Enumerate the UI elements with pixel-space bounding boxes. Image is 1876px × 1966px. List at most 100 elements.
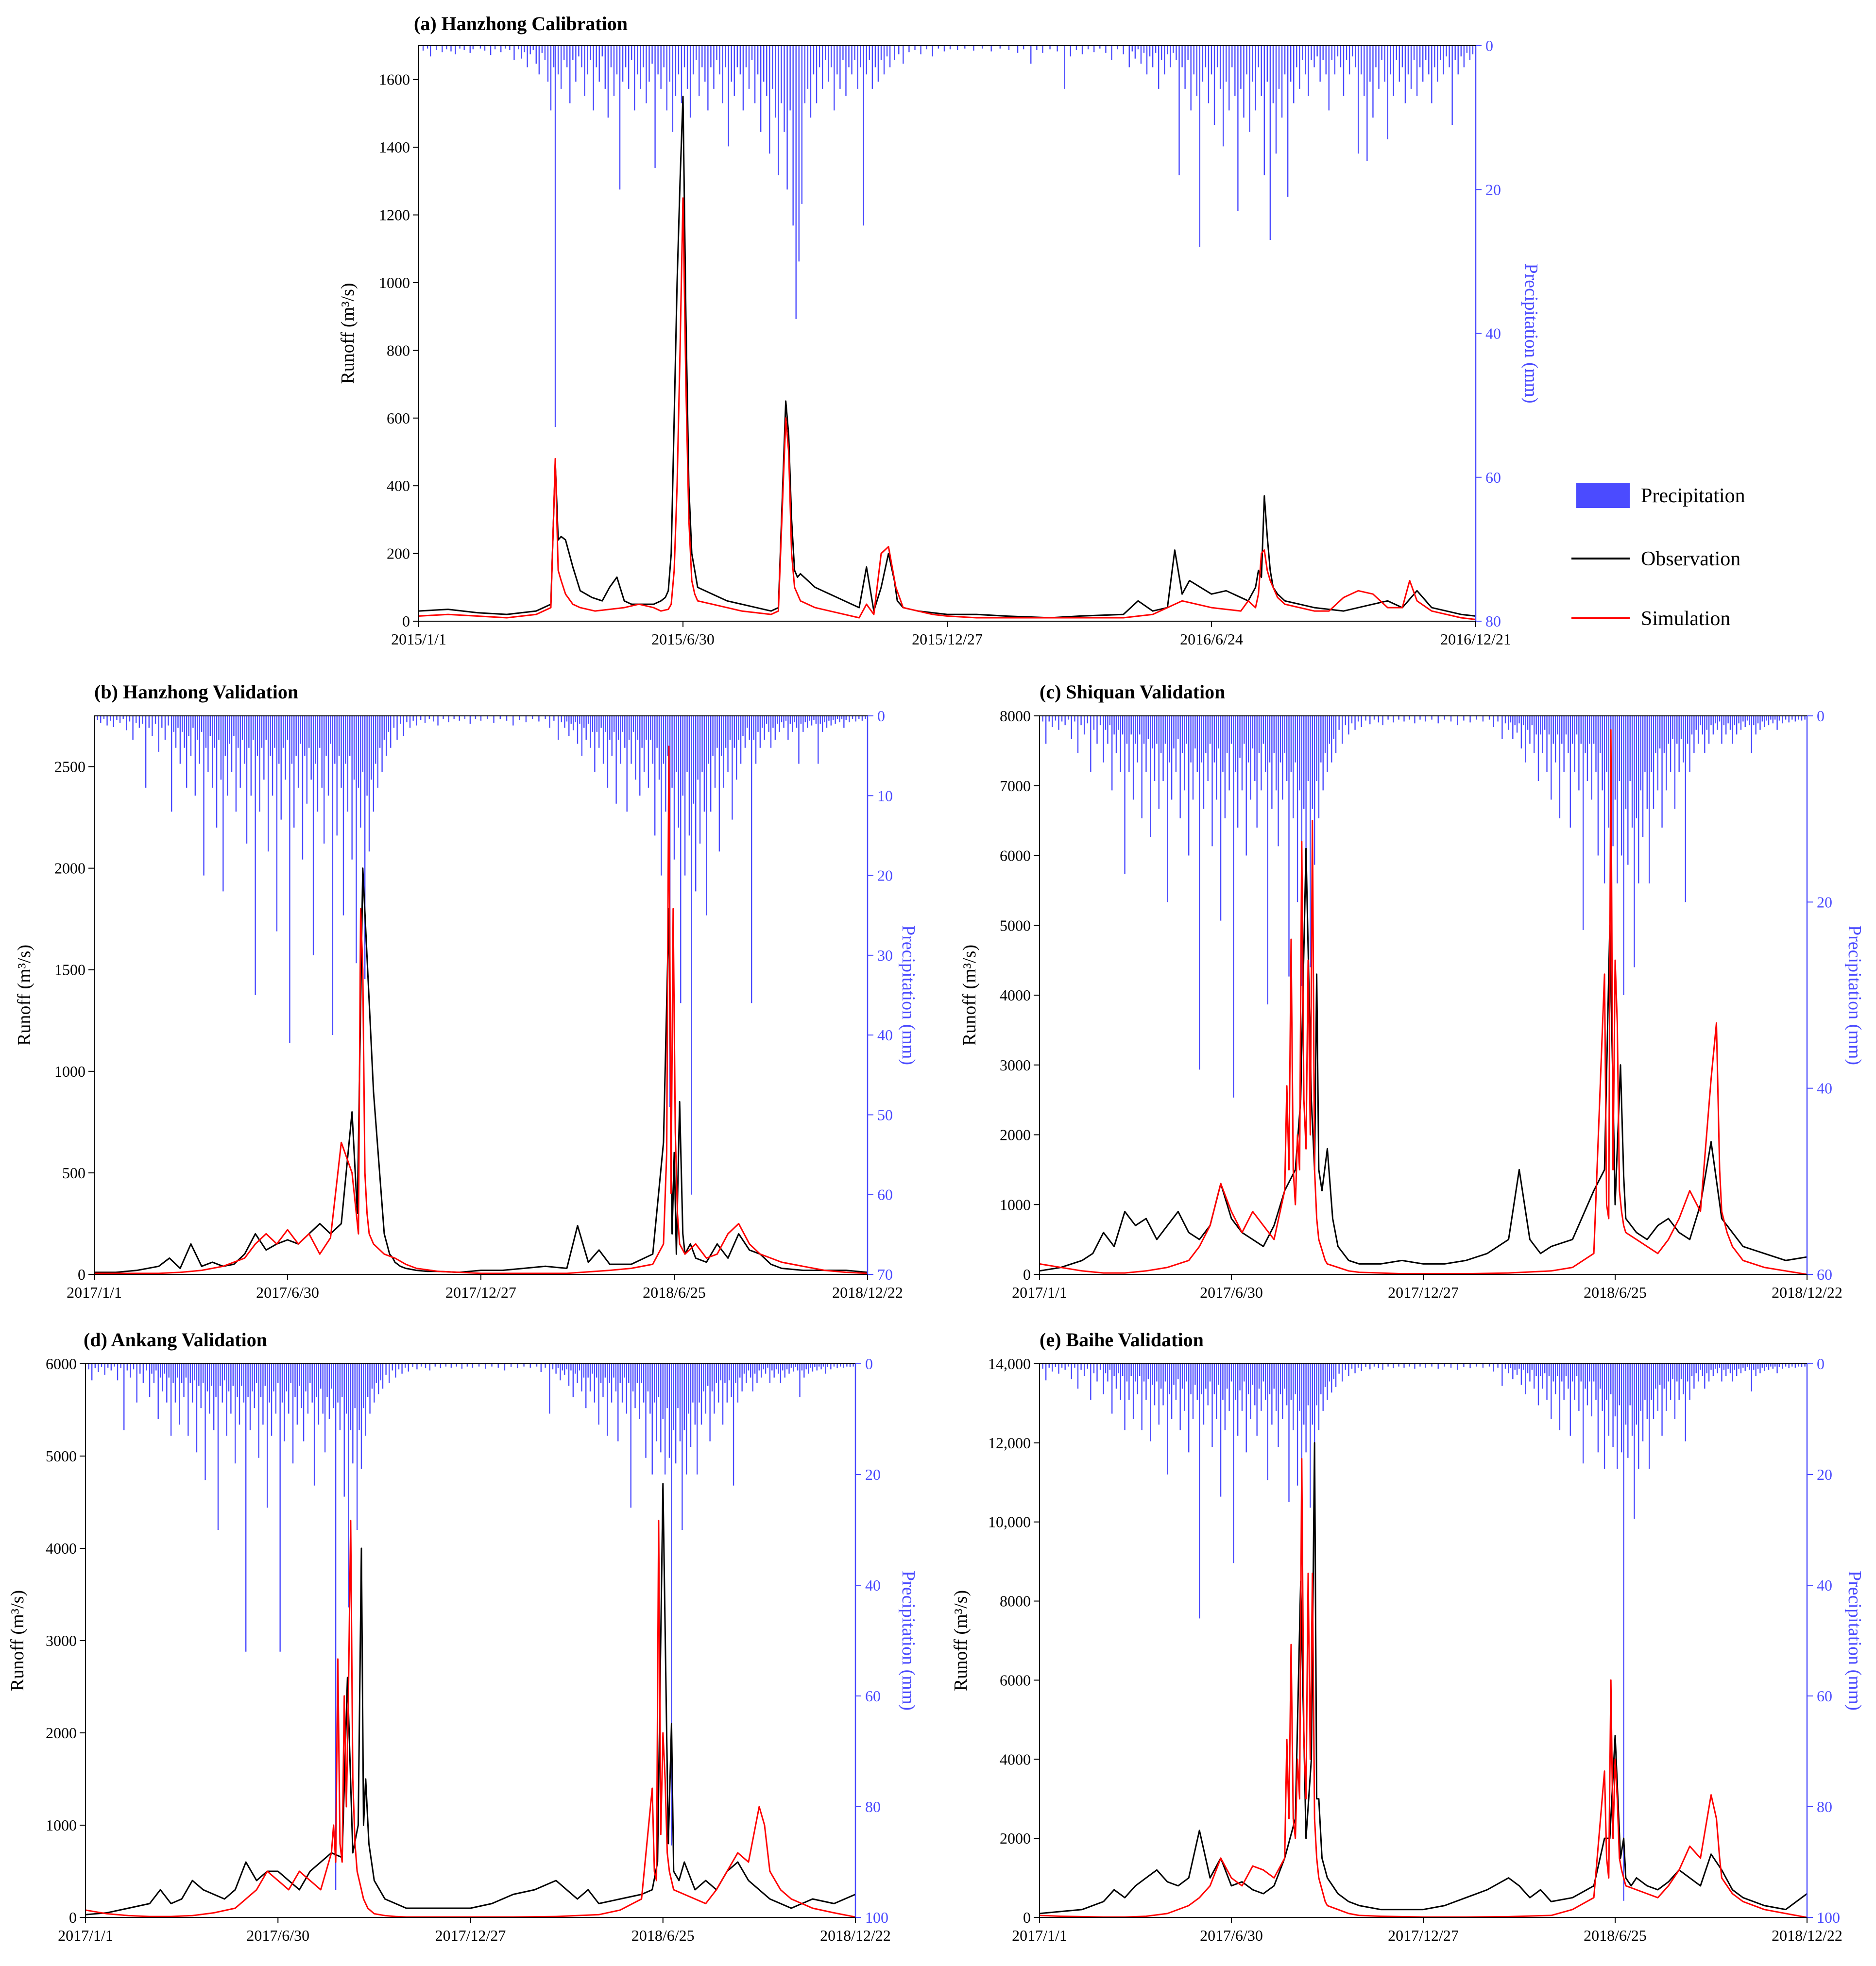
y2-tick-label: 80 xyxy=(865,1798,881,1815)
panel-d-title: (d) Ankang Validation xyxy=(84,1329,267,1351)
panel-c-y2label: Precipitation (mm) xyxy=(1844,925,1865,1065)
panel-d-obs-line xyxy=(85,1483,855,1915)
x-tick-label: 2018/6/25 xyxy=(1584,1927,1647,1944)
x-tick-label: 2017/6/30 xyxy=(1200,1284,1263,1301)
y-tick-label: 6000 xyxy=(1000,1671,1031,1689)
y2-tick-label: 50 xyxy=(877,1106,893,1123)
y2-tick-label: 30 xyxy=(877,947,893,964)
y2-tick-label: 20 xyxy=(1817,893,1832,911)
panel-c: (c) Shiquan Validation 0 1000 2000 3000 4000 5… xyxy=(959,681,1865,1301)
panel-b-y2label: Precipitation (mm) xyxy=(898,925,919,1065)
panel-c-precip-bars xyxy=(1042,716,1806,1098)
panel-d-ylabel: Runoff (m³/s) xyxy=(7,1590,28,1691)
y-tick-label: 1500 xyxy=(54,961,85,979)
x-tick-label: 2015/12/27 xyxy=(912,630,983,648)
panel-d-y2label: Precipitation (mm) xyxy=(898,1571,919,1711)
y-tick-label: 4000 xyxy=(46,1540,77,1557)
y-tick-label: 3000 xyxy=(46,1632,77,1649)
x-tick-label: 2016/6/24 xyxy=(1180,630,1243,648)
y-tick-label: 1000 xyxy=(1000,1196,1031,1213)
y-tick-label: 2000 xyxy=(1000,1126,1031,1144)
x-tick-label: 2017/12/27 xyxy=(445,1284,516,1301)
x-tick-label: 2017/1/1 xyxy=(1012,1927,1067,1944)
y-tick-label: 7000 xyxy=(1000,777,1031,795)
panel-e-obs-line xyxy=(1040,1442,1807,1915)
panel-c-sim-line xyxy=(1040,729,1807,1274)
y-tick-label: 0 xyxy=(402,612,410,630)
panel-b-title: (b) Hanzhong Validation xyxy=(94,681,298,703)
y2-tick-label: 70 xyxy=(877,1266,893,1283)
x-tick-label: 2017/1/1 xyxy=(58,1927,113,1944)
y-tick-label: 5000 xyxy=(1000,916,1031,934)
y2-tick-label: 10 xyxy=(877,787,893,804)
y2-tick-label: 40 xyxy=(1817,1080,1832,1097)
panel-a-sim-line xyxy=(419,197,1476,620)
y2-tick-label: 20 xyxy=(877,867,893,884)
panel-e-ylabel: Runoff (m³/s) xyxy=(951,1590,971,1691)
y-tick-label: 800 xyxy=(387,341,410,359)
x-tick-label: 2017/12/27 xyxy=(1388,1927,1459,1944)
y2-tick-label: 100 xyxy=(1817,1909,1840,1926)
y-tick-label: 14,000 xyxy=(988,1355,1031,1373)
panel-a-ylabel: Runoff (m³/s) xyxy=(338,283,358,384)
panel-e-precip-bars xyxy=(1042,1364,1806,1901)
x-tick-label: 2018/12/22 xyxy=(832,1284,903,1301)
panel-c-ylabel: Runoff (m³/s) xyxy=(959,945,980,1046)
y2-tick-label: 80 xyxy=(1485,612,1501,630)
panel-d: (d) Ankang Validation0100020003000400050… xyxy=(7,1329,919,1944)
x-tick-label: 2018/12/22 xyxy=(1772,1284,1842,1301)
panel-e: (e) Baihe Validation 0 2000 4000 6000 8000 10,… xyxy=(951,1329,1865,1944)
y2-tick-label: 100 xyxy=(865,1909,888,1926)
x-tick-label: 2017/6/30 xyxy=(246,1927,309,1944)
panel-a-precip-bars xyxy=(422,46,1474,427)
panel-a-frame xyxy=(418,45,1476,622)
x-tick-label: 2017/1/1 xyxy=(67,1284,122,1301)
legend-precipitation-label: Precipitation xyxy=(1641,485,1745,507)
y-tick-label: 1400 xyxy=(379,138,410,156)
panel-a-obs-line xyxy=(419,96,1476,619)
y-tick-label: 4000 xyxy=(1000,986,1031,1004)
panel-d-frame xyxy=(85,1363,856,1918)
y-tick-label: 1000 xyxy=(46,1816,77,1834)
x-tick-label: 2015/6/30 xyxy=(651,630,715,648)
y2-tick-label: 40 xyxy=(1485,325,1501,342)
y-tick-label: 500 xyxy=(62,1164,85,1182)
panel-b-sim-line xyxy=(94,746,868,1274)
y-tick-label: 0 xyxy=(78,1266,85,1283)
y-tick-label: 3000 xyxy=(1000,1056,1031,1074)
x-tick-label: 2017/1/1 xyxy=(1012,1284,1067,1301)
y-tick-label: 8000 xyxy=(1000,1593,1031,1610)
panel-d-precip-bars xyxy=(88,1364,854,1890)
panel-a: (a) Hanzhong Calibration0200400600800100… xyxy=(338,13,1541,648)
y2-tick-label: 40 xyxy=(877,1026,893,1044)
y-tick-label: 2500 xyxy=(54,758,85,776)
panel-e-y2label: Precipitation (mm) xyxy=(1844,1571,1865,1711)
y2-tick-label: 0 xyxy=(1817,707,1825,725)
y-tick-label: 1200 xyxy=(379,206,410,224)
y2-tick-label: 60 xyxy=(865,1687,881,1705)
panel-b-ylabel: Runoff (m³/s) xyxy=(14,945,34,1046)
panel-b: (b) Hanzhong Validation05001000150020002… xyxy=(14,681,919,1301)
panel-a-title: (a) Hanzhong Calibration xyxy=(414,13,628,34)
y-tick-label: 2000 xyxy=(46,1724,77,1742)
y-tick-label: 1000 xyxy=(379,274,410,291)
panel-c-obs-line xyxy=(1040,847,1807,1272)
y-tick-label: 10,000 xyxy=(988,1513,1031,1531)
x-tick-label: 2017/6/30 xyxy=(256,1284,319,1301)
y2-tick-label: 20 xyxy=(865,1466,881,1483)
y-tick-label: 4000 xyxy=(1000,1750,1031,1768)
panel-b-precip-bars xyxy=(97,716,866,1195)
y-tick-label: 0 xyxy=(1023,1266,1031,1283)
y2-tick-label: 60 xyxy=(877,1186,893,1203)
x-tick-label: 2018/6/25 xyxy=(643,1284,706,1301)
x-tick-label: 2018/12/22 xyxy=(1772,1927,1842,1944)
y2-tick-label: 40 xyxy=(1817,1576,1832,1594)
x-tick-label: 2018/12/22 xyxy=(820,1927,891,1944)
y-tick-label: 2000 xyxy=(1000,1830,1031,1847)
y2-tick-label: 20 xyxy=(1817,1466,1832,1483)
y-tick-label: 600 xyxy=(387,409,410,427)
y-tick-label: 200 xyxy=(387,545,410,562)
x-tick-label: 2015/1/1 xyxy=(391,630,446,648)
legend-observation-label: Observation xyxy=(1641,548,1740,570)
